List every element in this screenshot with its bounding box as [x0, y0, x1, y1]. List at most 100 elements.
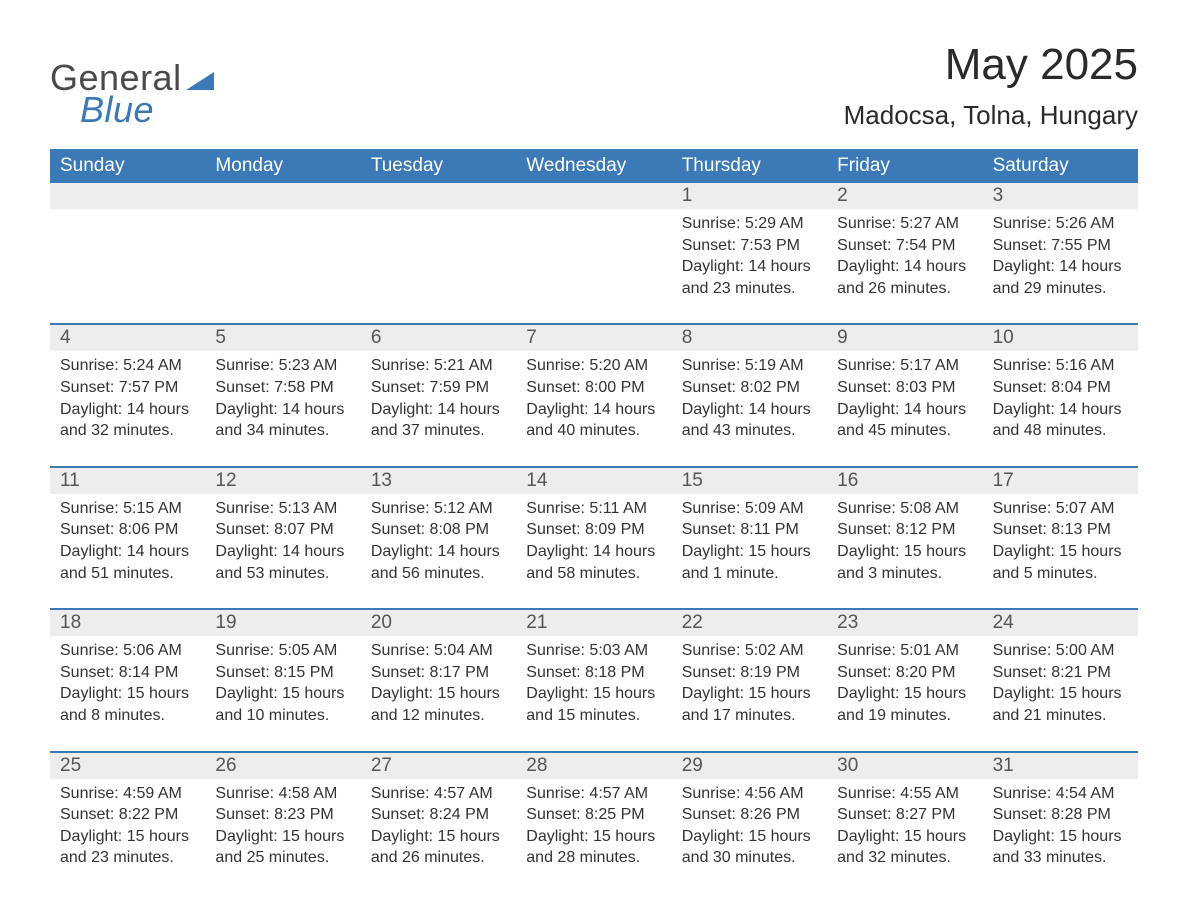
daylight-line1: Daylight: 14 hours [215, 541, 350, 563]
day-cell: Sunrise: 5:19 AMSunset: 8:02 PMDaylight:… [672, 351, 827, 465]
daylight-line1: Daylight: 15 hours [837, 826, 972, 848]
sunrise-text: Sunrise: 5:29 AM [682, 213, 817, 235]
sunset-text: Sunset: 8:20 PM [837, 662, 972, 684]
sunrise-text: Sunrise: 5:24 AM [60, 355, 195, 377]
day-number-row: 45678910 [50, 325, 1138, 351]
sunset-text: Sunset: 8:08 PM [371, 519, 506, 541]
daylight-line2: and 26 minutes. [837, 278, 972, 300]
day-cell [205, 209, 360, 323]
day-cell: Sunrise: 5:13 AMSunset: 8:07 PMDaylight:… [205, 494, 360, 608]
sunset-text: Sunset: 8:26 PM [682, 804, 817, 826]
day-number: 9 [827, 325, 982, 351]
day-cell: Sunrise: 4:57 AMSunset: 8:24 PMDaylight:… [361, 779, 516, 893]
day-number-row: 11121314151617 [50, 468, 1138, 494]
day-number: 4 [50, 325, 205, 351]
day-number: 22 [672, 610, 827, 636]
top-bar: General Blue May 2025 Madocsa, Tolna, Hu… [50, 40, 1138, 131]
sunrise-text: Sunrise: 5:00 AM [993, 640, 1128, 662]
day-number: 12 [205, 468, 360, 494]
sunrise-text: Sunrise: 4:55 AM [837, 783, 972, 805]
location-subtitle: Madocsa, Tolna, Hungary [844, 100, 1138, 131]
daylight-line1: Daylight: 14 hours [993, 399, 1128, 421]
day-body-row: Sunrise: 4:59 AMSunset: 8:22 PM Daylight:… [50, 779, 1138, 893]
day-number: 31 [983, 753, 1138, 779]
day-number: 27 [361, 753, 516, 779]
daylight-line2: and 23 minutes. [60, 847, 195, 869]
sunset-text: Sunset: 8:11 PM [682, 519, 817, 541]
daylight-line2: and 32 minutes. [837, 847, 972, 869]
daylight-line1: Daylight: 14 hours [215, 399, 350, 421]
day-cell: Sunrise: 5:12 AMSunset: 8:08 PMDaylight:… [361, 494, 516, 608]
sunrise-text: Sunrise: 5:06 AM [60, 640, 195, 662]
daylight-line2: and 23 minutes. [682, 278, 817, 300]
day-number: 5 [205, 325, 360, 351]
sunrise-text: Sunrise: 4:59 AM [60, 783, 195, 805]
daylight-line2: and 26 minutes. [371, 847, 506, 869]
daylight-line2: and 32 minutes. [60, 420, 195, 442]
logo-triangle-icon [186, 72, 214, 90]
day-cell: Sunrise: 5:29 AMSunset: 7:53 PMDaylight:… [672, 209, 827, 323]
daylight-line2: and 53 minutes. [215, 563, 350, 585]
sunset-text: Sunset: 8:22 PM [60, 804, 195, 826]
daylight-line1: Daylight: 14 hours [682, 399, 817, 421]
sunset-text: Sunset: 7:59 PM [371, 377, 506, 399]
day-number: 1 [672, 183, 827, 209]
daylight-line2: and 15 minutes. [526, 705, 661, 727]
sunset-text: Sunset: 8:02 PM [682, 377, 817, 399]
sunrise-text: Sunrise: 5:21 AM [371, 355, 506, 377]
daylight-line1: Daylight: 15 hours [993, 541, 1128, 563]
sunrise-text: Sunrise: 5:23 AM [215, 355, 350, 377]
sunrise-text: Sunrise: 5:26 AM [993, 213, 1128, 235]
day-cell: Sunrise: 5:11 AMSunset: 8:09 PMDaylight:… [516, 494, 671, 608]
sunset-text: Sunset: 8:00 PM [526, 377, 661, 399]
day-cell: Sunrise: 5:24 AMSunset: 7:57 PMDaylight:… [50, 351, 205, 465]
daylight-line2: and 28 minutes. [526, 847, 661, 869]
sunrise-text: Sunrise: 5:11 AM [526, 498, 661, 520]
day-number: 10 [983, 325, 1138, 351]
daylight-line1: Daylight: 15 hours [60, 683, 195, 705]
day-body-row: Sunrise: 5:15 AMSunset: 8:06 PMDaylight:… [50, 494, 1138, 608]
day-cell: Sunrise: 5:27 AMSunset: 7:54 PMDaylight:… [827, 209, 982, 323]
day-number [516, 183, 671, 209]
weekday-header: Wednesday [516, 149, 671, 183]
day-cell: Sunrise: 5:08 AMSunset: 8:12 PMDaylight:… [827, 494, 982, 608]
daylight-line1: Daylight: 14 hours [60, 541, 195, 563]
day-number: 19 [205, 610, 360, 636]
day-number: 11 [50, 468, 205, 494]
day-cell: Sunrise: 5:21 AMSunset: 7:59 PMDaylight:… [361, 351, 516, 465]
sunrise-text: Sunrise: 5:08 AM [837, 498, 972, 520]
day-number-row: 25262728293031 [50, 753, 1138, 779]
day-cell [50, 209, 205, 323]
day-cell: Sunrise: 4:55 AMSunset: 8:27 PMDaylight:… [827, 779, 982, 893]
day-cell: Sunrise: 4:54 AMSunset: 8:28 PMDaylight:… [983, 779, 1138, 893]
day-number [361, 183, 516, 209]
sunset-text: Sunset: 7:55 PM [993, 235, 1128, 257]
day-number: 18 [50, 610, 205, 636]
day-cell: Sunrise: 5:26 AMSunset: 7:55 PMDaylight:… [983, 209, 1138, 323]
daylight-line1: Daylight: 15 hours [371, 683, 506, 705]
sunset-text: Sunset: 8:04 PM [993, 377, 1128, 399]
daylight-line1: Daylight: 15 hours [682, 541, 817, 563]
sunrise-text: Sunrise: 5:04 AM [371, 640, 506, 662]
day-number-row: 18192021222324 [50, 610, 1138, 636]
daylight-line2: and 30 minutes. [682, 847, 817, 869]
day-number: 30 [827, 753, 982, 779]
day-cell: Sunrise: 5:06 AMSunset: 8:14 PMDaylight:… [50, 636, 205, 750]
daylight-line2: and 29 minutes. [993, 278, 1128, 300]
daylight-line1: Daylight: 15 hours [993, 826, 1128, 848]
day-number: 20 [361, 610, 516, 636]
day-cell: Sunrise: 5:09 AMSunset: 8:11 PMDaylight:… [672, 494, 827, 608]
day-number: 23 [827, 610, 982, 636]
day-number: 8 [672, 325, 827, 351]
daylight-line1: Daylight: 15 hours [371, 826, 506, 848]
day-body-row: Sunrise: 5:29 AMSunset: 7:53 PMDaylight:… [50, 209, 1138, 323]
sunset-text: Sunset: 8:27 PM [837, 804, 972, 826]
day-cell: Sunrise: 5:01 AMSunset: 8:20 PMDaylight:… [827, 636, 982, 750]
daylight-line1: Daylight: 15 hours [837, 541, 972, 563]
day-cell: Sunrise: 5:00 AMSunset: 8:21 PMDaylight:… [983, 636, 1138, 750]
day-cell: Sunrise: 5:16 AMSunset: 8:04 PMDaylight:… [983, 351, 1138, 465]
day-cell: Sunrise: 5:05 AMSunset: 8:15 PMDaylight:… [205, 636, 360, 750]
day-number: 7 [516, 325, 671, 351]
day-cell: Sunrise: 5:15 AMSunset: 8:06 PMDaylight:… [50, 494, 205, 608]
sunrise-text: Sunrise: 4:56 AM [682, 783, 817, 805]
